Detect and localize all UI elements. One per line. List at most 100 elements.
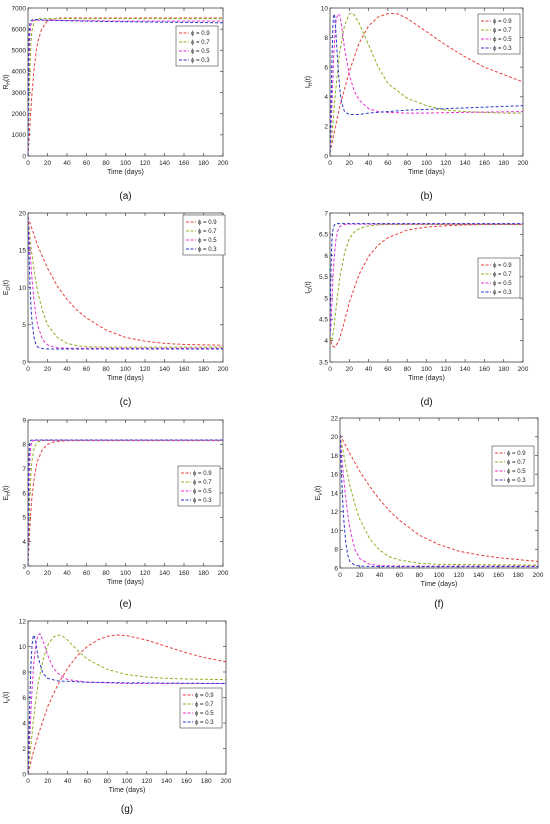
x-tick-label: 0 — [26, 366, 30, 373]
x-axis-label: Time (days) — [107, 169, 144, 176]
x-tick-label: 0 — [26, 778, 30, 785]
x-tick-label: 100 — [434, 572, 445, 579]
y-axis-label-sub: H — [6, 492, 12, 496]
x-tick-label: 140 — [473, 572, 484, 579]
panel-caption: (f) — [434, 599, 443, 610]
x-tick-label: 80 — [102, 366, 110, 373]
x-tick-label: 120 — [440, 160, 451, 167]
y-tick-label: 4 — [324, 94, 328, 101]
y-tick-label: 14 — [331, 490, 339, 497]
legend-box — [179, 687, 223, 729]
legend: ϕ = 0.9 ϕ = 0.7 ϕ = 0.5 ϕ = 0.3 — [477, 13, 521, 55]
x-tick-label: 200 — [518, 366, 529, 373]
legend-box — [182, 214, 226, 256]
x-tick-label: 100 — [122, 778, 133, 785]
series-line-phi-0.7 — [28, 439, 223, 566]
y-axis-label: IH(t) — [305, 76, 314, 88]
y-tick-label: 8 — [22, 669, 26, 676]
x-tick-label: 20 — [346, 366, 354, 373]
y-axis-label-sub: H — [6, 81, 12, 85]
legend-entry: ϕ = 0.7 — [193, 480, 212, 486]
x-tick-label: 40 — [365, 366, 373, 373]
x-tick-label: 140 — [159, 160, 170, 167]
x-tick-label: 60 — [83, 570, 91, 577]
x-tick-label: 60 — [83, 160, 91, 167]
x-tick-label: 40 — [365, 160, 373, 167]
x-axis-label: Time (days) — [408, 169, 445, 176]
legend-entry: ϕ = 0.5 — [493, 37, 512, 43]
x-axis-label: Time (days) — [421, 581, 458, 588]
y-axis-label: EH(t) — [3, 486, 12, 501]
y-tick-label: 20 — [19, 210, 27, 217]
y-tick-label: 4 — [22, 720, 26, 727]
legend-entry: ϕ = 0.5 — [507, 469, 526, 475]
panel-f: 0 20 40 60 80 100 120 140 160 180 200 6 8 10 12 14 16 18 2… — [315, 415, 544, 610]
y-axis-label-sub: O — [308, 288, 314, 292]
x-tick-label: 0 — [338, 572, 342, 579]
series-line-phi-0.5 — [28, 439, 223, 566]
legend-entry: ϕ = 0.7 — [493, 272, 512, 278]
x-tick-label: 20 — [44, 160, 52, 167]
x-tick-label: 200 — [533, 572, 544, 579]
legend-entry: ϕ = 0.5 — [198, 238, 217, 244]
panel-caption: (d) — [420, 397, 432, 408]
legend-entry: ϕ = 0.7 — [191, 40, 210, 46]
y-tick-label: 3000 — [12, 90, 27, 97]
legend-entry: ϕ = 0.7 — [195, 702, 214, 708]
y-tick-label: 9 — [22, 417, 26, 424]
x-axis-label: Time (days) — [408, 375, 445, 382]
series-line-phi-0.7 — [28, 18, 223, 156]
series-line-phi-0.9 — [340, 434, 538, 562]
y-tick-label: 7 — [22, 466, 26, 473]
legend-entry: ϕ = 0.3 — [507, 478, 526, 484]
series-line-phi-0.3 — [28, 633, 226, 774]
panel-d: 0 20 40 60 80 100 120 140 160 180 200 3.5 4 4.5 5 5.5 6 6… — [305, 210, 529, 408]
legend-entry: ϕ = 0.3 — [193, 498, 212, 504]
y-tick-label: 0 — [22, 359, 26, 366]
legend-entry: ϕ = 0.3 — [198, 247, 217, 253]
series-line-phi-0.9 — [28, 634, 226, 774]
x-tick-label: 120 — [140, 160, 151, 167]
y-tick-label: 5 — [324, 295, 328, 302]
series-line-phi-0.9 — [28, 216, 223, 346]
x-tick-label: 100 — [120, 366, 131, 373]
y-axis-label-suffix: (t) — [315, 486, 322, 493]
y-tick-label: 6000 — [12, 26, 27, 33]
panel-e: 0 20 40 60 80 100 120 140 160 180 200 3 4 5 6 7 8 9 Time (… — [3, 417, 229, 610]
legend-entry: ϕ = 0.9 — [493, 263, 512, 269]
x-tick-label: 0 — [328, 366, 332, 373]
y-tick-label: 12 — [331, 509, 339, 516]
y-axis-label-suffix: (t) — [305, 76, 312, 83]
panel-c: 0 20 40 60 80 100 120 140 160 180 200 0 5 10 15 20 Time … — [3, 210, 229, 408]
y-axis-label-sub: O — [6, 286, 12, 290]
legend-entry: ϕ = 0.3 — [493, 46, 512, 52]
y-axis-label-main: E — [3, 290, 10, 295]
x-tick-label: 0 — [328, 160, 332, 167]
x-tick-label: 40 — [64, 778, 72, 785]
x-tick-label: 80 — [416, 572, 424, 579]
panel-b: 0 20 40 60 80 100 120 140 160 180 200 0 2 4 6 8 10 Time (… — [305, 5, 529, 202]
legend-box — [477, 257, 521, 299]
x-tick-label: 160 — [179, 160, 190, 167]
legend-box — [177, 465, 221, 507]
series-line-phi-0.9 — [330, 223, 523, 348]
x-tick-label: 60 — [384, 160, 392, 167]
x-tick-label: 160 — [479, 160, 490, 167]
y-axis-label-suffix: (t) — [305, 281, 312, 288]
y-tick-label: 2 — [324, 124, 328, 131]
y-tick-label: 5.5 — [319, 274, 328, 281]
y-axis-label: EO(t) — [3, 280, 12, 295]
series-line-phi-0.3 — [340, 434, 538, 568]
panel-caption: (e) — [119, 599, 131, 610]
x-tick-label: 100 — [120, 160, 131, 167]
y-tick-label: 10 — [19, 644, 27, 651]
y-tick-label: 10 — [19, 285, 27, 292]
y-tick-label: 22 — [331, 415, 339, 422]
x-tick-label: 100 — [120, 570, 131, 577]
y-axis-label-sub: H — [308, 82, 314, 86]
series-line-phi-0.3 — [28, 216, 223, 350]
x-tick-label: 20 — [44, 570, 52, 577]
x-tick-label: 120 — [141, 778, 152, 785]
x-tick-label: 100 — [421, 160, 432, 167]
x-tick-label: 0 — [26, 570, 30, 577]
